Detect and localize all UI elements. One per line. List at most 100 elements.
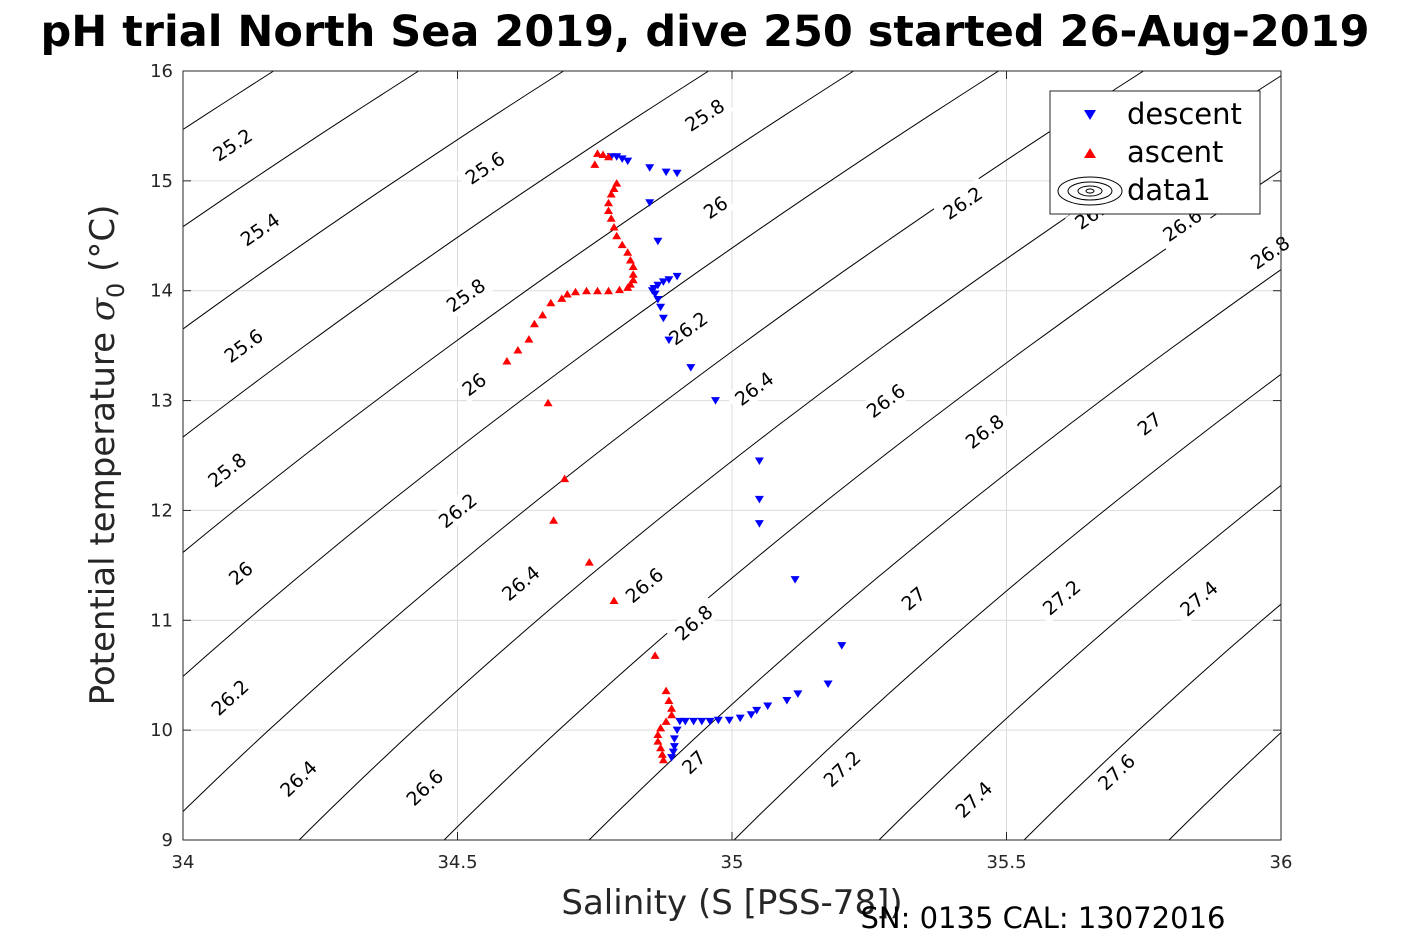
isopycnal-line <box>183 71 855 554</box>
ascent-marker <box>562 290 572 298</box>
descent-marker <box>782 697 792 705</box>
isopycnal-line <box>1023 603 1281 840</box>
descent-marker <box>672 726 682 735</box>
y-axis-label-subscript: 0 <box>102 283 130 298</box>
descent-marker <box>763 702 773 710</box>
grid-lines <box>183 71 1281 840</box>
ascent-marker <box>546 298 556 307</box>
descent-marker <box>669 743 679 751</box>
ascent-marker <box>593 149 602 157</box>
axis-ticks: 34 34.5 35 35.5 36 9 10 11 12 13 14 15 16 <box>150 61 1292 873</box>
ascent-marker <box>584 558 594 566</box>
isopycnal-label-backing <box>454 365 494 403</box>
isopycnal-label-backing <box>695 188 736 226</box>
descent-marker <box>656 303 666 312</box>
legend-contours-label: data1 <box>1127 173 1211 207</box>
ascent-marker <box>623 248 633 256</box>
isopycnal-label-backing <box>214 319 273 372</box>
descent-marker <box>713 716 723 725</box>
isopycnal-label-backing <box>665 595 722 650</box>
isopycnal-label-backing <box>1033 570 1090 624</box>
descent-marker <box>754 495 764 504</box>
descent-marker <box>754 520 764 528</box>
chart-title: pH trial North Sea 2019, dive 250 starte… <box>40 7 1369 57</box>
descent-marker <box>754 457 764 465</box>
y-tick-label: 9 <box>162 830 173 851</box>
isopycnal-label-backing <box>615 558 673 612</box>
ascent-marker <box>606 214 616 222</box>
isopycnal-label-backing <box>230 204 289 255</box>
isopycnal-label-backing <box>198 443 256 496</box>
ascent-marker <box>667 710 677 719</box>
isopycnal-line <box>183 71 1000 678</box>
y-axis-label-unit: (°C) <box>83 205 123 283</box>
ascent-marker <box>615 285 624 294</box>
x-tick-label: 35.5 <box>986 852 1026 873</box>
ascent-marker <box>664 696 674 704</box>
isopycnal-line <box>183 71 420 228</box>
isopycnal-label-backing <box>675 90 734 140</box>
isopycnal-label-backing <box>428 484 487 537</box>
descent-marker <box>623 157 633 166</box>
isopycnal-line <box>1405 16 1417 895</box>
ascent-marker <box>604 206 613 214</box>
isopycnal-label-backing <box>1240 227 1300 278</box>
descent-marker <box>686 364 696 372</box>
descent-marker <box>735 714 745 723</box>
isopycnal-label-backing <box>201 670 258 725</box>
isopycnal-label-backing <box>893 579 933 618</box>
y-tick-label: 12 <box>150 500 173 521</box>
ascent-marker <box>606 190 616 198</box>
descent-marker <box>837 642 847 650</box>
ascent-marker <box>653 730 663 738</box>
legend-descent-label: descent <box>1127 97 1242 131</box>
y-tick-label: 15 <box>150 171 173 192</box>
descent-marker <box>645 164 655 172</box>
ascent-marker <box>609 223 619 231</box>
y-axis-label-main: Potential temperature <box>83 321 123 705</box>
isopycnal-label-backing <box>856 374 915 427</box>
isopycnal-line <box>443 169 1281 840</box>
ascent-marker <box>598 150 608 158</box>
x-tick-label: 34.5 <box>437 852 477 873</box>
legend-ascent-label: ascent <box>1127 135 1223 169</box>
descent-marker <box>711 397 720 405</box>
x-tick-label: 34 <box>172 852 195 873</box>
ascent-marker <box>571 287 580 296</box>
descent-marker <box>650 290 660 298</box>
isopycnal-label-backing <box>955 405 1014 458</box>
descent-marker <box>661 168 671 177</box>
descent-marker <box>705 717 715 726</box>
descent-marker <box>689 717 699 726</box>
descent-marker <box>697 717 707 726</box>
descent-marker <box>746 711 756 719</box>
ascent-marker <box>653 737 663 745</box>
descent-marker <box>664 276 674 284</box>
isopycnal-line <box>588 269 1281 840</box>
descent-marker <box>667 754 677 762</box>
isopycnal-label-backing <box>396 759 453 815</box>
ascent-marker <box>593 286 602 295</box>
ascent-marker <box>661 686 671 695</box>
ascent-marker <box>582 286 591 295</box>
density-contours <box>183 16 1417 895</box>
isopycnal-label-backing <box>1129 404 1169 443</box>
ascent-marker <box>656 723 666 732</box>
ascent-marker <box>604 198 613 207</box>
ascent-marker <box>625 256 635 264</box>
descent-marker <box>675 717 685 726</box>
isopycnal-label-backing <box>1088 744 1145 800</box>
ascent-marker <box>667 704 677 712</box>
isopycnal-line <box>183 71 1145 813</box>
y-axis-label: Potential temperature σ0 (°C) <box>83 205 130 706</box>
ascent-marker <box>604 286 613 295</box>
isopycnal-line <box>1168 731 1281 840</box>
isopycnal-label-backing <box>1170 571 1228 625</box>
ascent-marker <box>560 474 570 483</box>
descent-marker <box>669 735 679 743</box>
descent-marker <box>790 576 800 584</box>
ascent-marker <box>609 184 619 192</box>
ascent-marker <box>513 346 523 354</box>
isopycnal-label-backing <box>933 177 992 228</box>
